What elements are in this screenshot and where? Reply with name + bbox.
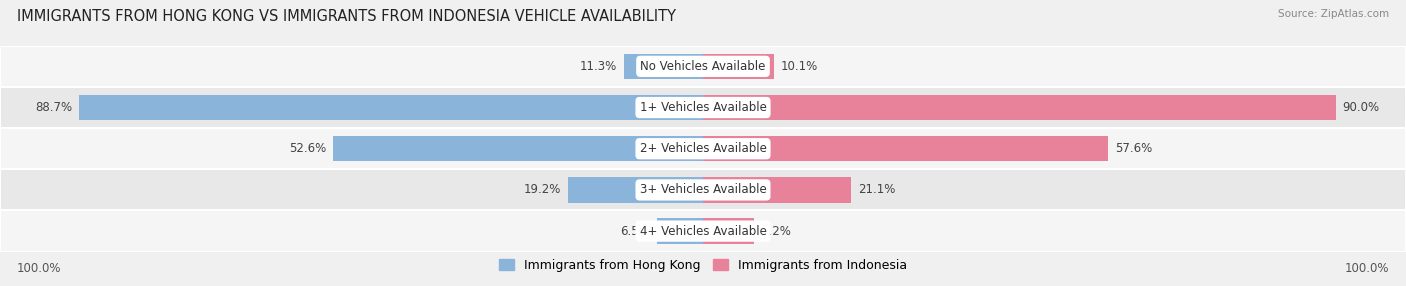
Text: 10.1%: 10.1%	[782, 60, 818, 73]
Text: 88.7%: 88.7%	[35, 101, 73, 114]
Text: 57.6%: 57.6%	[1115, 142, 1152, 155]
Text: 7.2%: 7.2%	[761, 225, 790, 238]
Text: No Vehicles Available: No Vehicles Available	[640, 60, 766, 73]
Text: 52.6%: 52.6%	[290, 142, 326, 155]
Bar	[703, 53, 775, 79]
FancyBboxPatch shape	[0, 87, 1406, 128]
FancyBboxPatch shape	[0, 210, 1406, 252]
FancyBboxPatch shape	[0, 169, 1406, 210]
Text: 19.2%: 19.2%	[523, 183, 561, 196]
Bar	[79, 95, 703, 120]
Bar	[333, 136, 703, 162]
Text: 21.1%: 21.1%	[858, 183, 896, 196]
Text: 100.0%: 100.0%	[1344, 262, 1389, 275]
Bar	[703, 95, 1336, 120]
Text: 6.5%: 6.5%	[620, 225, 650, 238]
Text: 11.3%: 11.3%	[579, 60, 616, 73]
Text: 100.0%: 100.0%	[17, 262, 62, 275]
Text: 1+ Vehicles Available: 1+ Vehicles Available	[640, 101, 766, 114]
Bar	[624, 53, 703, 79]
Text: IMMIGRANTS FROM HONG KONG VS IMMIGRANTS FROM INDONESIA VEHICLE AVAILABILITY: IMMIGRANTS FROM HONG KONG VS IMMIGRANTS …	[17, 9, 676, 23]
Legend: Immigrants from Hong Kong, Immigrants from Indonesia: Immigrants from Hong Kong, Immigrants fr…	[494, 254, 912, 277]
FancyBboxPatch shape	[0, 46, 1406, 87]
Bar	[657, 218, 703, 244]
FancyBboxPatch shape	[0, 128, 1406, 169]
Text: 3+ Vehicles Available: 3+ Vehicles Available	[640, 183, 766, 196]
Bar	[568, 177, 703, 203]
Text: 4+ Vehicles Available: 4+ Vehicles Available	[640, 225, 766, 238]
Text: Source: ZipAtlas.com: Source: ZipAtlas.com	[1278, 9, 1389, 19]
Bar	[703, 218, 754, 244]
Bar	[703, 177, 852, 203]
Text: 90.0%: 90.0%	[1343, 101, 1379, 114]
Text: 2+ Vehicles Available: 2+ Vehicles Available	[640, 142, 766, 155]
Bar	[703, 136, 1108, 162]
